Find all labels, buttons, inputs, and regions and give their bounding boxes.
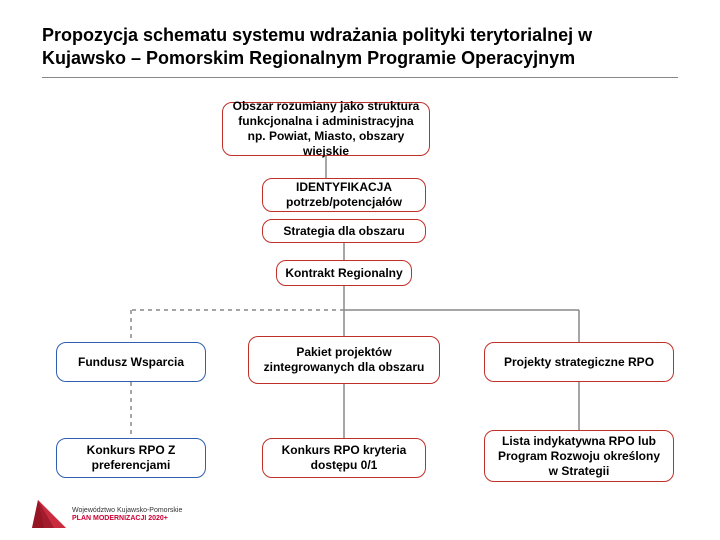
node-obszar: Obszar rozumiany jako struktura funkcjon… xyxy=(222,102,430,156)
page-title: Propozycja schematu systemu wdrażania po… xyxy=(42,24,678,78)
node-identyf: IDENTYFIKACJA potrzeb/potencjałów xyxy=(262,178,426,212)
node-kontrakt: Kontrakt Regionalny xyxy=(276,260,412,286)
footer-logo-line2: PLAN MODERNIZACJI 2020+ xyxy=(72,515,182,523)
node-lista: Lista indykatywna RPO lub Program Rozwoj… xyxy=(484,430,674,482)
footer-logo-line1: Województwo Kujawsko-Pomorskie xyxy=(72,507,182,515)
footer-logo-text: Województwo Kujawsko-Pomorskie PLAN MODE… xyxy=(72,507,182,524)
node-konkursp: Konkurs RPO Z preferencjami xyxy=(56,438,206,478)
footer-logo: Województwo Kujawsko-Pomorskie PLAN MODE… xyxy=(32,500,182,530)
node-pakiet: Pakiet projektów zintegrowanych dla obsz… xyxy=(248,336,440,384)
node-konkursk: Konkurs RPO kryteria dostępu 0/1 xyxy=(262,438,426,478)
triangle-icon xyxy=(32,500,66,530)
node-fundusz: Fundusz Wsparcia xyxy=(56,342,206,382)
node-strategia: Strategia dla obszaru xyxy=(262,219,426,243)
node-projekty: Projekty strategiczne RPO xyxy=(484,342,674,382)
